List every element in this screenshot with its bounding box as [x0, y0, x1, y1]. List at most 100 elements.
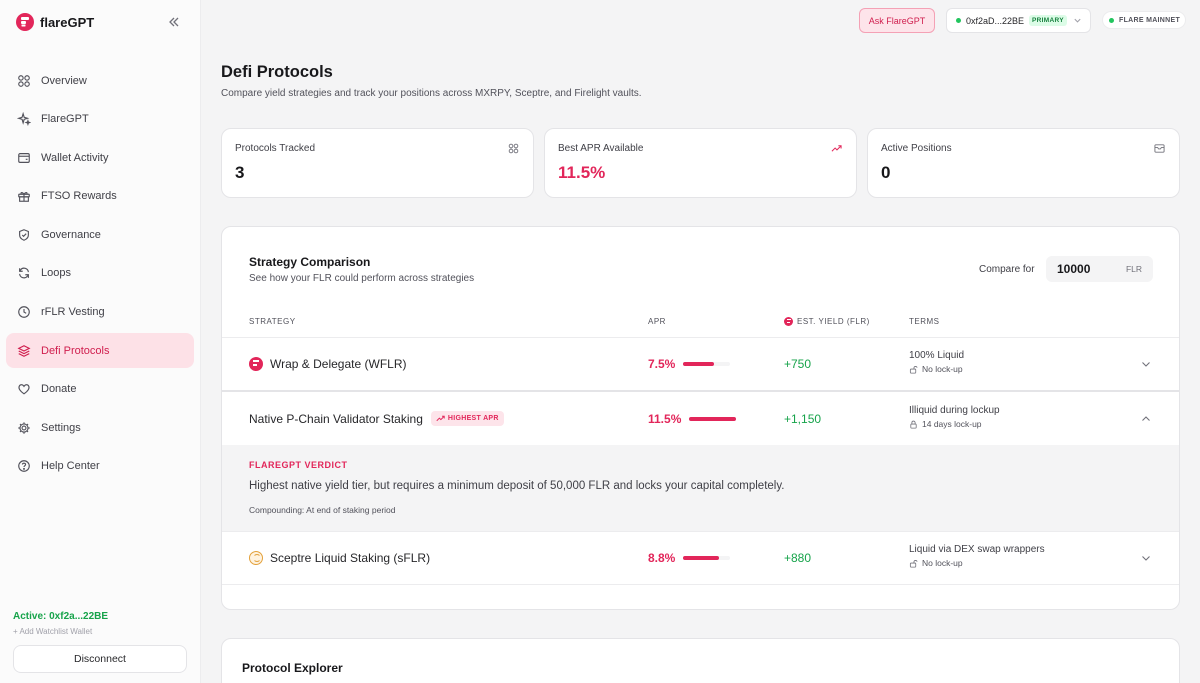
sidebar-item-governance[interactable]: Governance [6, 217, 194, 252]
chevron-up-icon[interactable] [1140, 413, 1152, 425]
terms-main: Illiquid during lockup [909, 405, 1000, 416]
sidebar-item-settings[interactable]: Settings [6, 410, 194, 445]
compare-amount-unit: FLR [1125, 264, 1142, 274]
brand-name: flareGPT [40, 14, 95, 30]
flare-logo-icon [16, 13, 34, 31]
terms-lock: 14 days lock-up [909, 419, 1000, 429]
stat-value: 11.5% [558, 163, 606, 182]
sparkles-icon [17, 112, 31, 127]
row-divider [222, 337, 1179, 338]
apr-cell: 11.5% [648, 392, 737, 445]
sidebar-item-flaregpt[interactable]: FlareGPT [6, 102, 194, 137]
refresh-icon [19, 268, 29, 279]
sidebar-item-label: Loops [41, 267, 71, 280]
yield-value: +880 [784, 550, 812, 565]
chevron-down-icon[interactable] [1140, 552, 1152, 564]
sidebar-item-label: rFLR Vesting [41, 306, 105, 319]
column-header-strategy: STRATEGY [249, 317, 296, 326]
stat-value: 3 [235, 163, 245, 182]
primary-badge: PRIMARY [1029, 15, 1067, 26]
network-status-dot-icon [1109, 17, 1114, 23]
sidebar-item-loops[interactable]: Loops [6, 256, 194, 291]
stat-label: Active Positions [881, 143, 952, 154]
strategy-row-wflr[interactable]: Wrap & Delegate (WFLR) 7.5% +750 100% Li… [222, 337, 1179, 390]
stat-value: 0 [881, 163, 891, 182]
stat-card-best-apr: Best APR Available 11.5% [544, 128, 857, 198]
compare-amount-input[interactable]: 10000 FLR [1046, 256, 1153, 282]
compare-label: Compare for [979, 264, 1035, 275]
row-divider [222, 584, 1179, 585]
grid-icon [18, 74, 30, 87]
yield-value: +1,150 [784, 411, 822, 426]
wallet-address: 0xf2aD...22BE [966, 15, 1025, 26]
terms-lock-label: No lock-up [922, 558, 963, 568]
sidebar-item-label: FTSO Rewards [41, 190, 117, 203]
sidebar-nav: Overview FlareGPT Wallet Activity FTSO R… [6, 63, 194, 488]
wallet-selector[interactable]: 0xf2aD...22BE PRIMARY [946, 8, 1091, 33]
sidebar-item-help-center[interactable]: Help Center [6, 449, 194, 484]
sidebar-item-label: FlareGPT [41, 113, 89, 126]
stat-card-active-positions: Active Positions 0 [867, 128, 1180, 198]
apr-bar [689, 416, 737, 421]
apr-bar-fill [683, 555, 720, 560]
strategy-comparison-card: Strategy Comparison See how your FLR cou… [221, 226, 1180, 610]
wallet-icon [18, 152, 30, 163]
gift-icon [18, 192, 30, 203]
gear-icon [18, 422, 30, 434]
sidebar-item-ftso-rewards[interactable]: FTSO Rewards [6, 179, 194, 214]
help-icon [18, 460, 30, 473]
sidebar-item-rflr-vesting[interactable]: rFLR Vesting [6, 295, 194, 330]
disconnect-button[interactable]: Disconnect [13, 645, 187, 673]
trending-up-icon [436, 415, 445, 422]
chevron-down-icon[interactable] [1140, 358, 1152, 370]
stat-label: Protocols Tracked [235, 143, 316, 154]
flaregpt-verdict-panel: FLAREGPT VERDICT Highest native yield ti… [222, 445, 1179, 531]
apr-bar-fill [689, 416, 737, 421]
terms-lock-label: 14 days lock-up [922, 419, 982, 429]
column-header-apr: APR [648, 317, 666, 326]
apr-value: 7.5% [648, 356, 676, 371]
layers-icon [17, 344, 31, 357]
column-header-yield: EST. YIELD (FLR) [784, 317, 870, 326]
sidebar-item-wallet-activity[interactable]: Wallet Activity [6, 140, 194, 175]
apr-bar-fill [683, 361, 714, 366]
apr-bar [683, 361, 731, 366]
sidebar-item-donate[interactable]: Donate [6, 372, 194, 407]
sidebar-item-label: Defi Protocols [41, 344, 110, 357]
column-header-yield-label: EST. YIELD (FLR) [797, 317, 870, 326]
strategy-name-label: Native P-Chain Validator Staking [249, 411, 423, 426]
add-watchlist-link[interactable]: + Add Watchlist Wallet [13, 627, 93, 636]
collapse-sidebar-icon[interactable] [166, 14, 182, 30]
strategy-title: Strategy Comparison [249, 255, 371, 269]
grid-icon [508, 143, 519, 154]
brand[interactable]: flareGPT [16, 13, 94, 31]
active-wallet-label: Active: 0xf2a...22BE [13, 611, 109, 622]
terms-lock-label: No lock-up [922, 364, 963, 374]
unlock-icon [909, 365, 918, 374]
yield-value: +750 [784, 356, 812, 371]
status-dot-icon [956, 18, 961, 23]
sidebar-item-overview[interactable]: Overview [6, 63, 194, 98]
strategy-row-p-chain-staking[interactable]: Native P-Chain Validator Staking HIGHEST… [222, 392, 1179, 445]
network-badge[interactable]: FLARE MAINNET [1102, 11, 1186, 29]
chevron-down-icon [1074, 18, 1081, 23]
sidebar-item-label: Settings [41, 421, 81, 434]
row-divider [222, 531, 1179, 532]
ask-flaregpt-button[interactable]: Ask FlareGPT [859, 8, 935, 33]
terms-cell: Illiquid during lockup 14 days lock-up [909, 405, 1000, 429]
highest-apr-badge: HIGHEST APR [430, 411, 504, 426]
apr-value: 8.8% [648, 550, 676, 565]
trending-up-icon [831, 145, 842, 152]
network-name: FLARE MAINNET [1119, 16, 1181, 24]
strategy-name-label: Wrap & Delegate (WFLR) [270, 356, 407, 371]
highest-apr-badge-label: HIGHEST APR [447, 415, 499, 422]
strategy-name: Sceptre Liquid Staking (sFLR) [249, 531, 430, 584]
page-subtitle: Compare yield strategies and track your … [221, 88, 642, 99]
terms-main: 100% Liquid [909, 350, 965, 361]
flare-logo-icon [784, 317, 793, 326]
verdict-text: Highest native yield tier, but requires … [249, 480, 785, 492]
strategy-row-sflr[interactable]: Sceptre Liquid Staking (sFLR) 8.8% +880 … [222, 531, 1179, 584]
sidebar-item-defi-protocols[interactable]: Defi Protocols [6, 333, 194, 369]
terms-main: Liquid via DEX swap wrappers [909, 544, 1045, 555]
verdict-note: Compounding: At end of staking period [249, 505, 396, 515]
